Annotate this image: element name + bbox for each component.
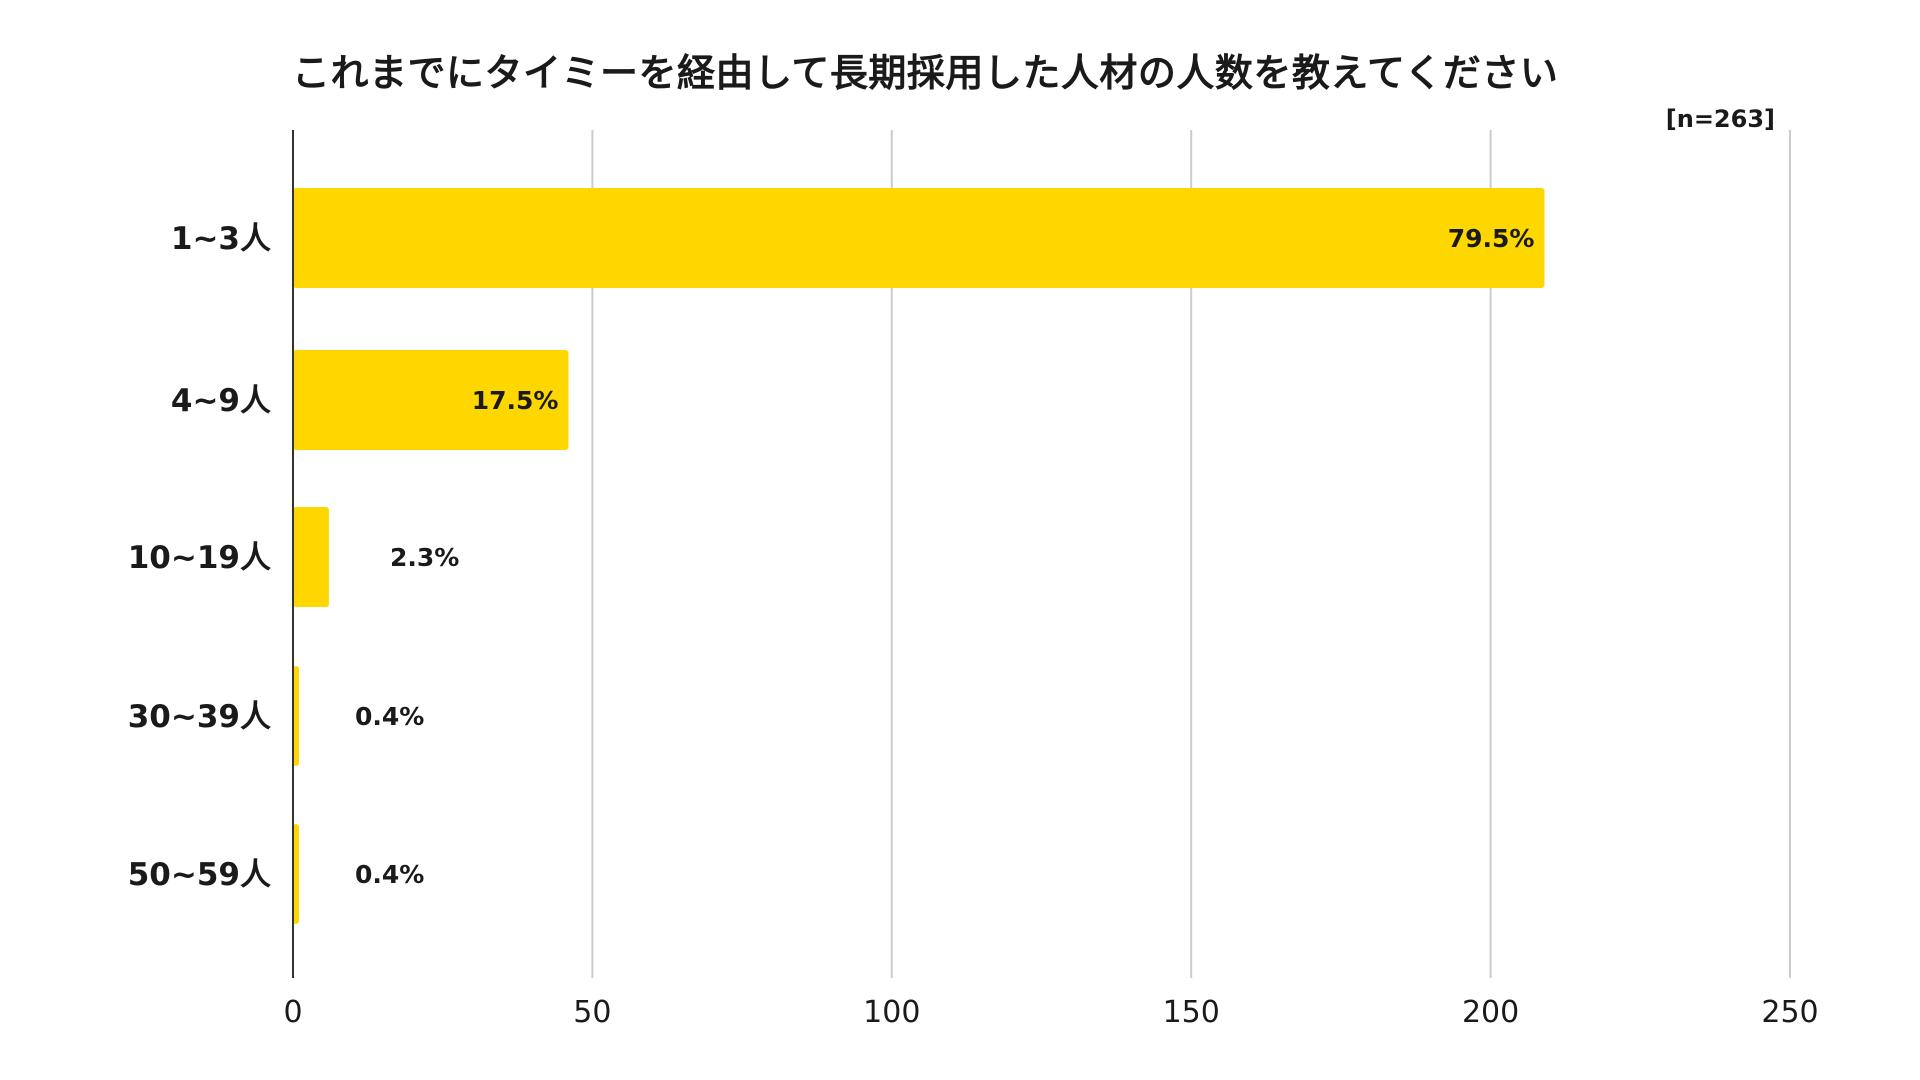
category-label: 4~9人 [171, 383, 271, 419]
x-tick-label: 100 [863, 995, 920, 1030]
category-label: 50~59人 [128, 857, 271, 893]
x-tick-label: 50 [573, 995, 611, 1030]
x-tick-label: 250 [1761, 995, 1818, 1030]
sample-size-note: [n=263] [1665, 105, 1775, 133]
x-tick-label: 200 [1462, 995, 1519, 1030]
category-label: 30~39人 [128, 699, 271, 735]
data-label: 0.4% [355, 860, 424, 889]
bars [293, 188, 1545, 924]
data-label: 79.5% [1448, 224, 1535, 253]
data-label: 17.5% [472, 386, 559, 415]
bar-0 [293, 188, 1545, 288]
data-label: 0.4% [355, 702, 424, 731]
bar-3 [293, 666, 299, 766]
category-label: 10~19人 [128, 540, 271, 576]
bar-2 [293, 507, 329, 607]
labels: 0 50 100 150 200 250 1~3人 79.5% 4~9人 17.5% 10~19人 2… [128, 221, 1819, 1030]
x-tick-label: 150 [1163, 995, 1220, 1030]
category-label: 1~3人 [171, 221, 271, 257]
x-tick-label: 0 [283, 995, 302, 1030]
chart-title: これまでにタイミーを経由して長期採用した人材の人数を教えてください [292, 51, 1559, 95]
bar-4 [293, 824, 299, 924]
bar-1 [293, 350, 569, 450]
data-label: 2.3% [390, 543, 459, 572]
